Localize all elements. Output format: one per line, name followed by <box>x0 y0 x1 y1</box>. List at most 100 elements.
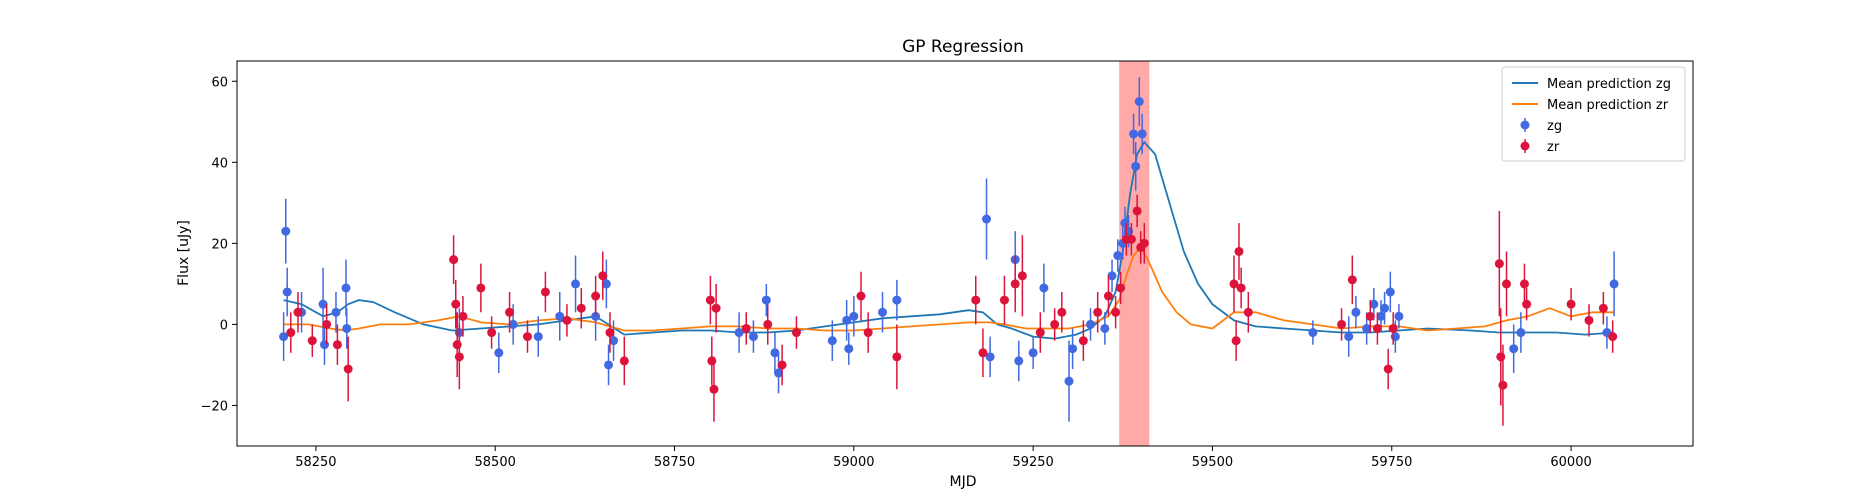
marker <box>1509 344 1518 353</box>
marker <box>320 340 329 349</box>
marker <box>476 283 485 292</box>
marker <box>1344 332 1353 341</box>
y-tick-label: 20 <box>211 237 228 252</box>
marker <box>742 324 751 333</box>
marker <box>487 328 496 337</box>
x-axis-label: MJD <box>950 474 977 490</box>
legend-label: zg <box>1547 119 1562 134</box>
marker <box>571 279 580 288</box>
marker <box>1495 259 1504 268</box>
marker <box>1567 300 1576 309</box>
marker <box>534 332 543 341</box>
marker <box>1351 308 1360 317</box>
marker <box>1232 336 1241 345</box>
marker <box>331 308 340 317</box>
y-tick-label: 40 <box>211 156 228 171</box>
marker <box>1135 97 1144 106</box>
marker <box>1086 320 1095 329</box>
marker <box>864 328 873 337</box>
marker <box>749 332 758 341</box>
marker <box>1079 336 1088 345</box>
marker <box>342 324 351 333</box>
marker <box>1366 312 1375 321</box>
marker <box>1039 283 1048 292</box>
marker <box>1129 129 1138 138</box>
marker <box>978 348 987 357</box>
marker <box>1337 320 1346 329</box>
marker <box>1050 320 1059 329</box>
marker <box>1018 271 1027 280</box>
marker <box>1057 308 1066 317</box>
marker <box>712 304 721 313</box>
marker <box>707 356 716 365</box>
marker <box>1065 377 1074 386</box>
marker <box>1116 283 1125 292</box>
marker <box>1308 328 1317 337</box>
marker <box>1113 251 1122 260</box>
marker <box>308 336 317 345</box>
marker <box>1585 316 1594 325</box>
legend-swatch-marker <box>1521 121 1530 130</box>
marker <box>1131 162 1140 171</box>
marker <box>849 312 858 321</box>
marker <box>1394 312 1403 321</box>
marker <box>505 308 514 317</box>
chart-title: GP Regression <box>902 37 1024 57</box>
marker <box>1384 365 1393 374</box>
marker <box>455 352 464 361</box>
marker <box>1029 348 1038 357</box>
marker <box>1138 129 1147 138</box>
marker <box>1140 239 1149 248</box>
marker <box>333 340 342 349</box>
x-tick-label: 58500 <box>475 455 516 470</box>
marker <box>1244 308 1253 317</box>
marker <box>322 320 331 329</box>
marker <box>494 348 503 357</box>
legend-label: zr <box>1547 140 1560 155</box>
marker <box>892 296 901 305</box>
marker <box>828 336 837 345</box>
marker <box>763 320 772 329</box>
marker <box>1610 279 1619 288</box>
marker <box>709 385 718 394</box>
marker <box>1104 292 1113 301</box>
marker <box>1496 352 1505 361</box>
marker <box>1036 328 1045 337</box>
marker <box>706 296 715 305</box>
y-axis-label: Flux [uJy] <box>176 220 192 286</box>
marker <box>1386 288 1395 297</box>
marker <box>1000 296 1009 305</box>
marker <box>453 340 462 349</box>
marker <box>1391 332 1400 341</box>
marker <box>1516 328 1525 337</box>
x-tick-label: 60000 <box>1550 455 1591 470</box>
x-tick-label: 59000 <box>833 455 874 470</box>
marker <box>778 360 787 369</box>
marker <box>281 227 290 236</box>
marker <box>1608 332 1617 341</box>
marker <box>283 288 292 297</box>
marker <box>1389 324 1398 333</box>
marker <box>844 344 853 353</box>
marker <box>605 328 614 337</box>
legend-label: Mean prediction zg <box>1547 77 1671 92</box>
marker <box>591 292 600 301</box>
marker <box>982 215 991 224</box>
marker <box>286 328 295 337</box>
marker <box>1093 308 1102 317</box>
y-tick-label: −20 <box>201 399 228 414</box>
legend-label: Mean prediction zr <box>1547 98 1669 113</box>
marker <box>892 352 901 361</box>
marker <box>1133 206 1142 215</box>
marker <box>541 288 550 297</box>
marker <box>762 296 771 305</box>
marker <box>1380 304 1389 313</box>
x-tick-label: 59250 <box>1012 455 1053 470</box>
marker <box>1237 283 1246 292</box>
marker <box>1014 356 1023 365</box>
x-tick-label: 59750 <box>1371 455 1412 470</box>
marker <box>1498 381 1507 390</box>
y-tick-label: 0 <box>220 318 228 333</box>
x-tick-label: 58750 <box>654 455 695 470</box>
